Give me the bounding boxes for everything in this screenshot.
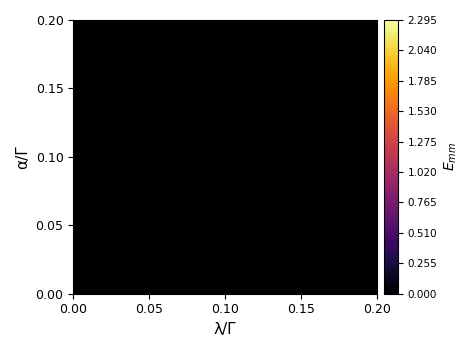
Y-axis label: $E_{mm}$: $E_{mm}$ (443, 142, 459, 171)
Y-axis label: α/Γ: α/Γ (15, 145, 30, 169)
X-axis label: λ/Γ: λ/Γ (214, 322, 237, 337)
